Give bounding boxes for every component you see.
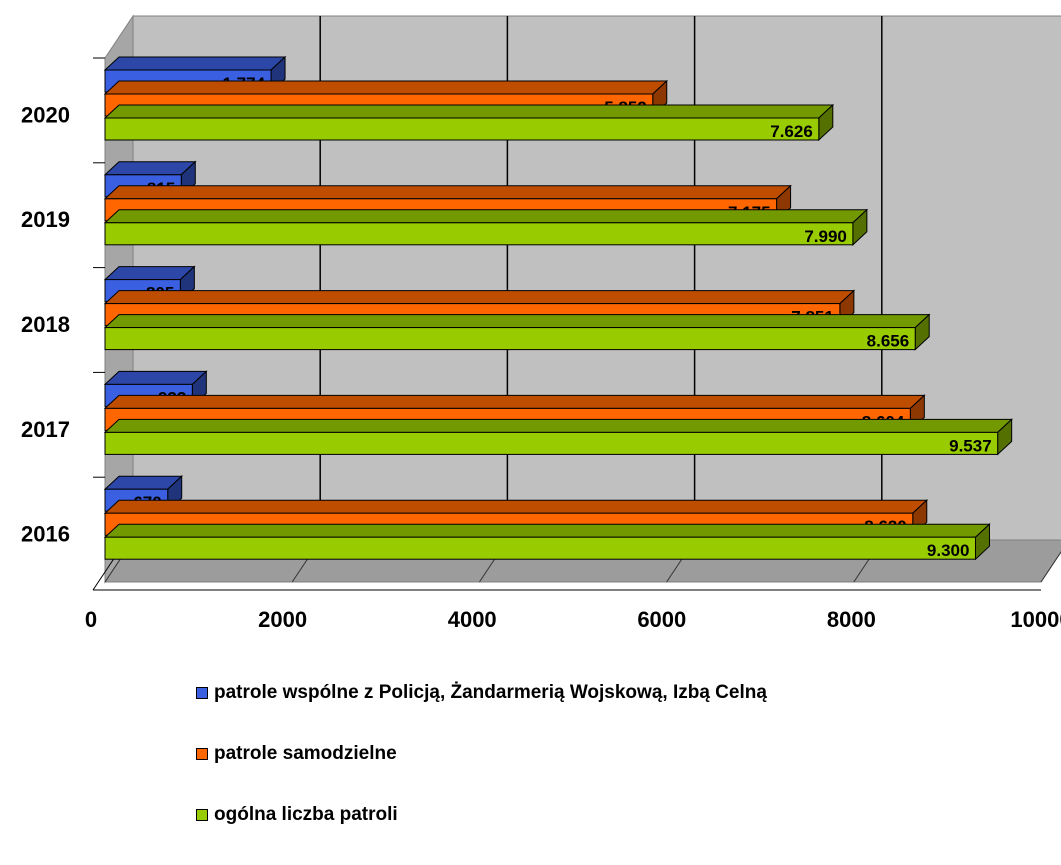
y-tick-label: 2017 [21,417,70,442]
bar-top [103,104,835,119]
y-tick-label: 2019 [21,207,70,232]
bar-top [103,394,926,409]
data-label: 7.990 [804,227,847,246]
floor-gridline [1040,551,1061,583]
bar-top [103,523,991,538]
legend-item: patrole wspólne z Policją, Żandarmerią W… [196,682,996,704]
data-label: 9.300 [927,541,970,560]
bar-top [103,499,929,514]
legend: patrole wspólne z Policją, Żandarmerią W… [196,682,996,865]
bar [104,327,916,351]
bar-top [103,185,792,200]
bar-top [103,314,931,329]
bar [104,117,820,141]
legend-label: patrole wspólne z Policją, Żandarmerią W… [214,682,767,703]
bar-top [103,370,208,385]
legend-swatch [196,809,208,821]
legend-item: ogólna liczba patroli [196,804,996,826]
legend-swatch [196,748,208,760]
bar-top [103,266,196,281]
data-label: 9.537 [949,436,992,455]
x-tick-label: 4000 [448,607,497,632]
x-tick-label: 8000 [827,607,876,632]
y-tick-label: 2020 [21,102,70,127]
bar-top [103,290,856,305]
x-tick-label: 6000 [637,607,686,632]
legend-label: ogólna liczba patroli [214,804,398,825]
data-label: 8.656 [867,332,910,351]
bar-chart: 20201.7745.8527.62620198157.1757.9902018… [21,14,1061,632]
bar [104,431,999,455]
y-tick-label: 2016 [21,522,70,547]
x-tick-label: 0 [85,607,97,632]
legend-label: patrole samodzielne [214,743,397,764]
legend-item: patrole samodzielne [196,743,996,765]
data-label: 7.626 [770,122,813,141]
bar-top [103,56,287,71]
bar [104,536,976,560]
bar-top [103,161,197,176]
legend-swatch [196,687,208,699]
bar-top [103,80,669,95]
bar [104,222,854,246]
x-tick-label: 10000 [1010,607,1061,632]
y-tick-label: 2018 [21,312,70,337]
bar-top [103,209,869,224]
bar-top [103,418,1013,433]
x-tick-label: 2000 [258,607,307,632]
